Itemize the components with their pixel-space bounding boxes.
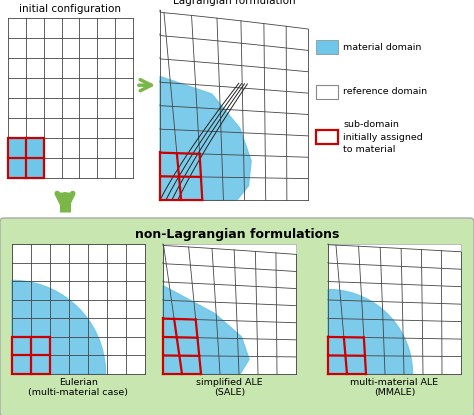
Text: non-Lagrangian formulations: non-Lagrangian formulations xyxy=(135,228,339,241)
Text: sub-domain
initially assigned
to material: sub-domain initially assigned to materia… xyxy=(343,120,423,154)
Bar xyxy=(163,244,296,374)
Text: simplified ALE
(SALE): simplified ALE (SALE) xyxy=(196,378,263,398)
Text: initial configuration: initial configuration xyxy=(19,4,121,14)
Text: Lagrangian formulation: Lagrangian formulation xyxy=(173,0,295,6)
Bar xyxy=(12,244,145,374)
Bar xyxy=(316,40,338,54)
Text: material domain: material domain xyxy=(343,42,421,51)
Polygon shape xyxy=(328,290,412,374)
FancyBboxPatch shape xyxy=(0,218,474,415)
Bar xyxy=(328,244,461,374)
Bar xyxy=(160,10,308,200)
Bar xyxy=(8,18,133,178)
Bar xyxy=(8,138,44,178)
Text: multi-material ALE
(MMALE): multi-material ALE (MMALE) xyxy=(350,378,438,398)
Text: Eulerian
(multi-material case): Eulerian (multi-material case) xyxy=(28,378,128,398)
Bar xyxy=(316,85,338,99)
Polygon shape xyxy=(160,76,251,200)
Bar xyxy=(8,138,44,178)
Text: reference domain: reference domain xyxy=(343,88,427,97)
Polygon shape xyxy=(163,286,249,374)
Bar xyxy=(316,130,338,144)
Bar xyxy=(12,337,50,374)
Polygon shape xyxy=(12,281,106,374)
